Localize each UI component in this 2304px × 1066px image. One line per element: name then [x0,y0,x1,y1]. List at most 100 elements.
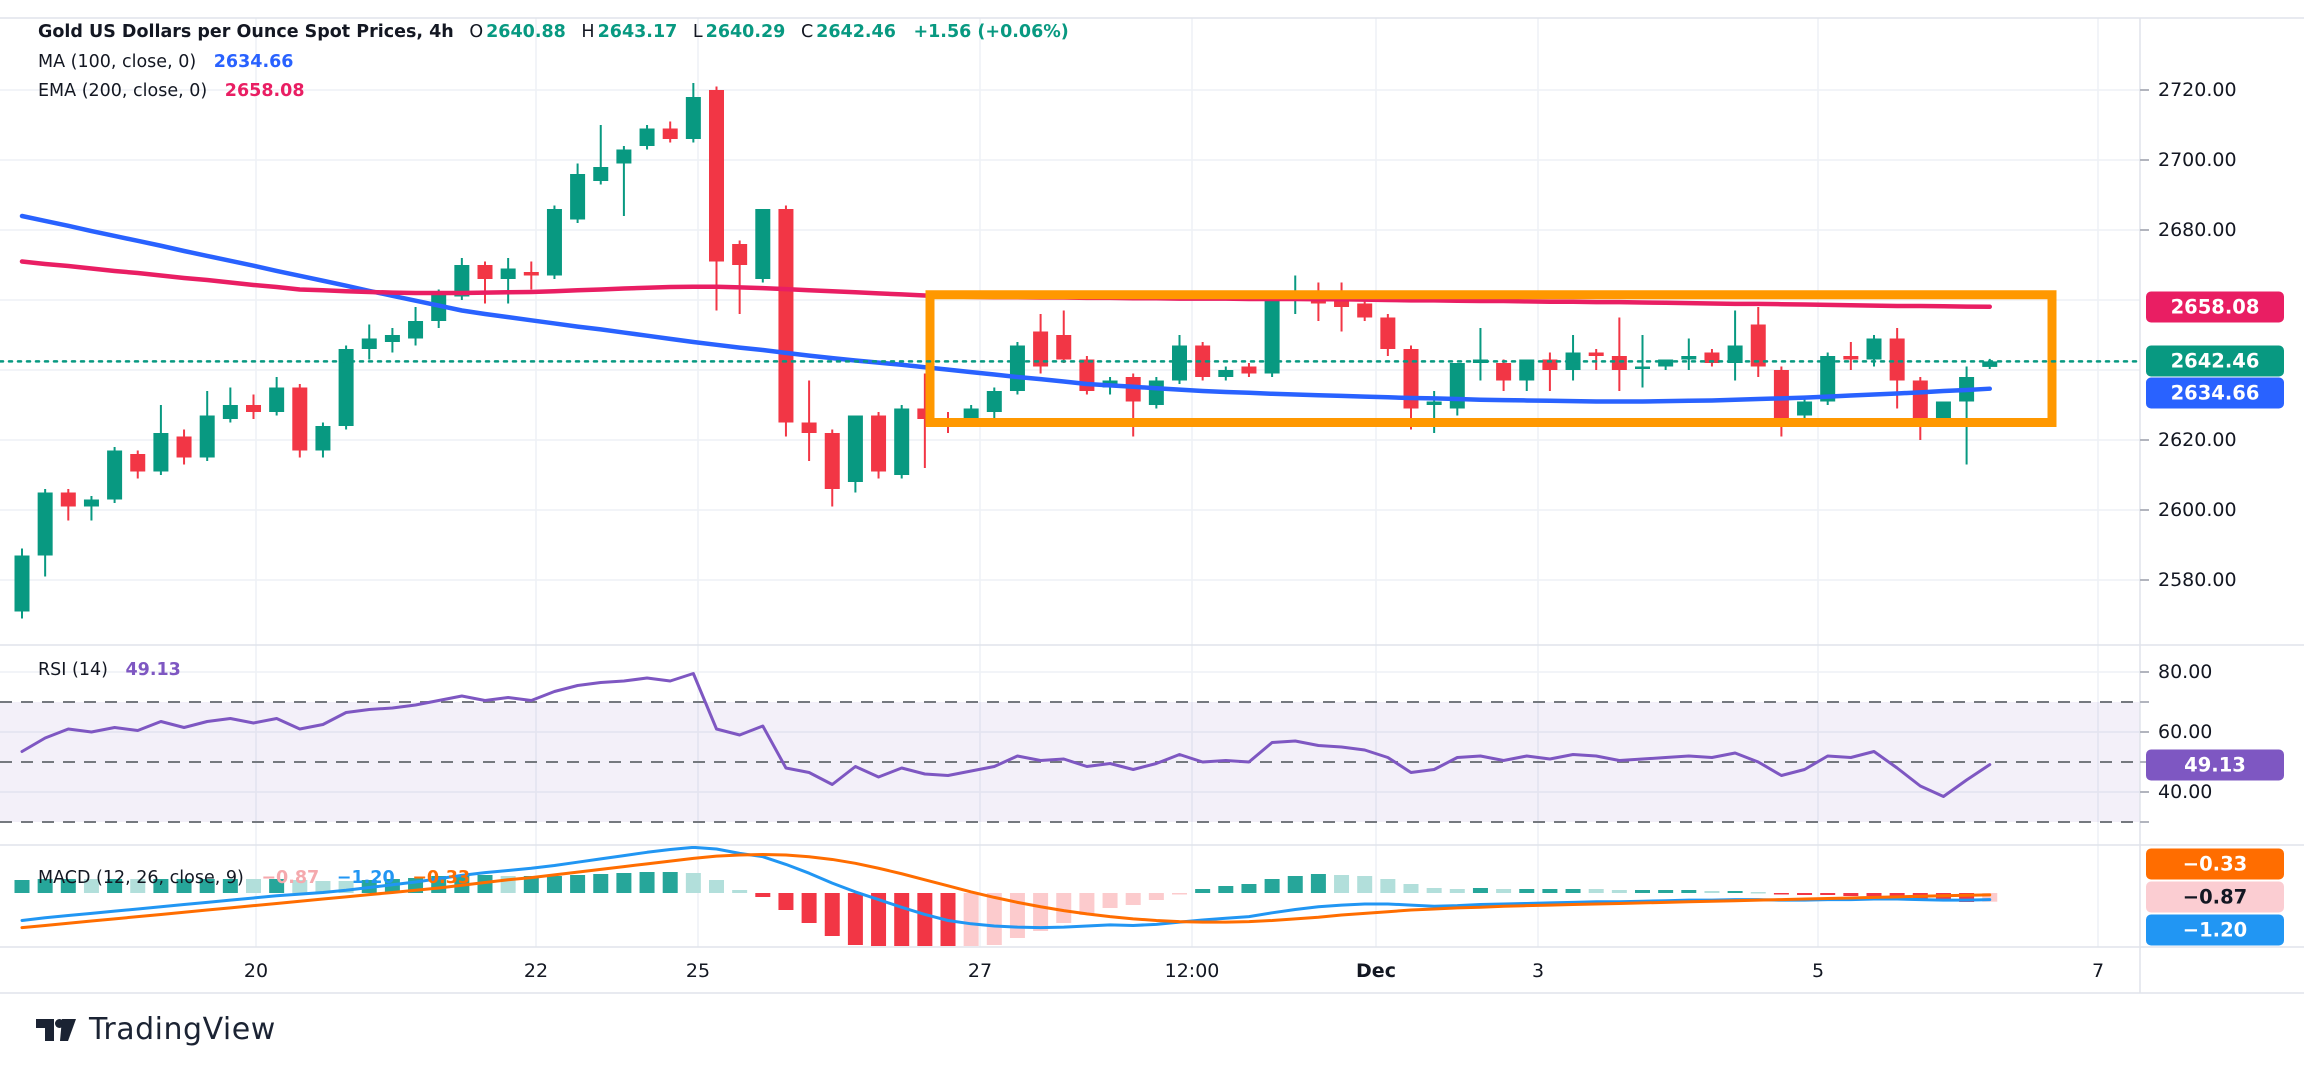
ema-legend[interactable]: EMA (200, close, 0) 2658.08 [38,81,305,101]
rsi-legend[interactable]: RSI (14) 49.13 [38,660,181,680]
candle-body [1542,359,1558,370]
time-axis-label: 22 [523,960,549,982]
macd-histogram-bar [546,876,562,893]
rsi-value-badge: 49.13 [2146,749,2284,781]
candle-body [222,405,238,419]
candle-body [523,272,539,276]
candle-body [616,149,632,164]
macd-histogram-bar [894,893,910,946]
macd-signal-badge: −0.33 [2146,848,2284,880]
time-axis-label: 12:00 [1164,960,1220,982]
ma-legend[interactable]: MA (100, close, 0) 2634.66 [38,52,293,72]
macd-histogram-bar [1380,879,1396,893]
candle-body [639,128,655,146]
close-value: 2642.46 [816,22,896,42]
candle-body [1797,401,1813,416]
ema-value: 2658.08 [224,81,305,101]
candle-body [1496,363,1512,381]
candle-body [778,209,794,423]
macd-histogram-bar [1079,893,1095,915]
highlight-box[interactable] [925,290,2057,427]
macd-histogram-bar [1820,893,1836,895]
macd-histogram-bar [1357,876,1373,893]
tradingview-logo-icon [36,1018,76,1041]
candle-body [963,408,979,419]
candle-body [1704,352,1720,363]
candle-body [315,426,331,451]
macd-histogram-bar [107,879,123,893]
candle-body [1889,338,1905,381]
macd-histogram-bar [1241,884,1257,893]
candle-body [1727,345,1743,363]
candle-body [685,97,701,139]
candle-body [1472,359,1488,363]
price-axis-label: 2680.00 [2158,219,2237,241]
macd-histogram-bar [83,879,99,893]
candle-body [824,433,840,489]
candle-body [1635,366,1650,369]
macd-histogram-bar [199,879,215,893]
candle-body [986,391,1002,412]
macd-histogram-bar [824,893,840,936]
macd-histogram-bar [1773,893,1789,895]
candle-body [847,415,863,482]
candle-body [546,209,562,276]
candle-body [1935,401,1951,419]
symbol-legend[interactable]: Gold US Dollars per Ounce Spot Prices, 4… [38,22,1069,42]
candle-body [1843,356,1859,360]
macd-histogram-bar [1496,889,1512,893]
macd-hist-badge: −0.87 [2146,881,2284,913]
macd-legend[interactable]: MACD (12, 26, close, 9) −0.87 −1.20 −0.3… [38,868,470,888]
candle-body [1033,331,1049,367]
price-axis-label: 2620.00 [2158,429,2237,451]
time-axis-label: 3 [1531,960,1545,982]
macd-histogram-bar [1750,892,1766,894]
macd-histogram-bar [246,879,261,893]
candle-body [593,167,609,181]
candle-body [14,555,30,612]
candle-body [1172,345,1187,381]
candle-body [246,405,261,412]
macd-histogram-bar [709,880,724,893]
candle-body [1148,380,1164,405]
rsi-axis-label: 40.00 [2158,781,2213,803]
candle-body [338,349,354,426]
rsi-label: RSI (14) [38,660,108,680]
high-value: 2643.17 [597,22,678,42]
macd-histogram-bar [1843,893,1859,896]
candle-body [384,335,400,342]
candle-body [1750,324,1766,367]
macd-histogram-bar [1264,879,1280,893]
candle-body [1218,370,1234,377]
candle-body [1334,300,1350,307]
price-axis-label: 2580.00 [2158,569,2237,591]
candle-body [1195,345,1211,377]
time-axis-label: 25 [685,960,711,982]
macd-histogram-bar [1565,889,1581,893]
candle-body [361,338,377,349]
candle-body [60,492,76,507]
price-axis-label: 2600.00 [2158,499,2237,521]
candle-body [130,454,146,472]
tradingview-attribution[interactable]: TradingView [36,1012,276,1047]
macd-histogram-bar [269,879,285,893]
macd-histogram-bar [222,879,238,893]
price-axis-label: 2720.00 [2158,79,2237,101]
macd-histogram-bar [1681,890,1697,893]
candle-body [871,415,887,472]
low-value: 2640.29 [705,22,786,42]
macd-histogram-bar [963,893,979,946]
macd-histogram-bar [1658,890,1674,893]
ma-value-badge: 2634.66 [2146,377,2284,409]
macd-histogram-bar [14,880,30,893]
macd-histogram-bar [1982,893,1998,902]
candle-body [1912,380,1928,419]
symbol-title: Gold US Dollars per Ounce Spot Prices, 4… [38,22,454,42]
macd-histogram-bar [871,893,887,946]
macd-histogram-bar [1403,884,1419,893]
candle-body [917,408,933,419]
candle-body [662,128,678,139]
macd-histogram-bar [801,893,817,923]
